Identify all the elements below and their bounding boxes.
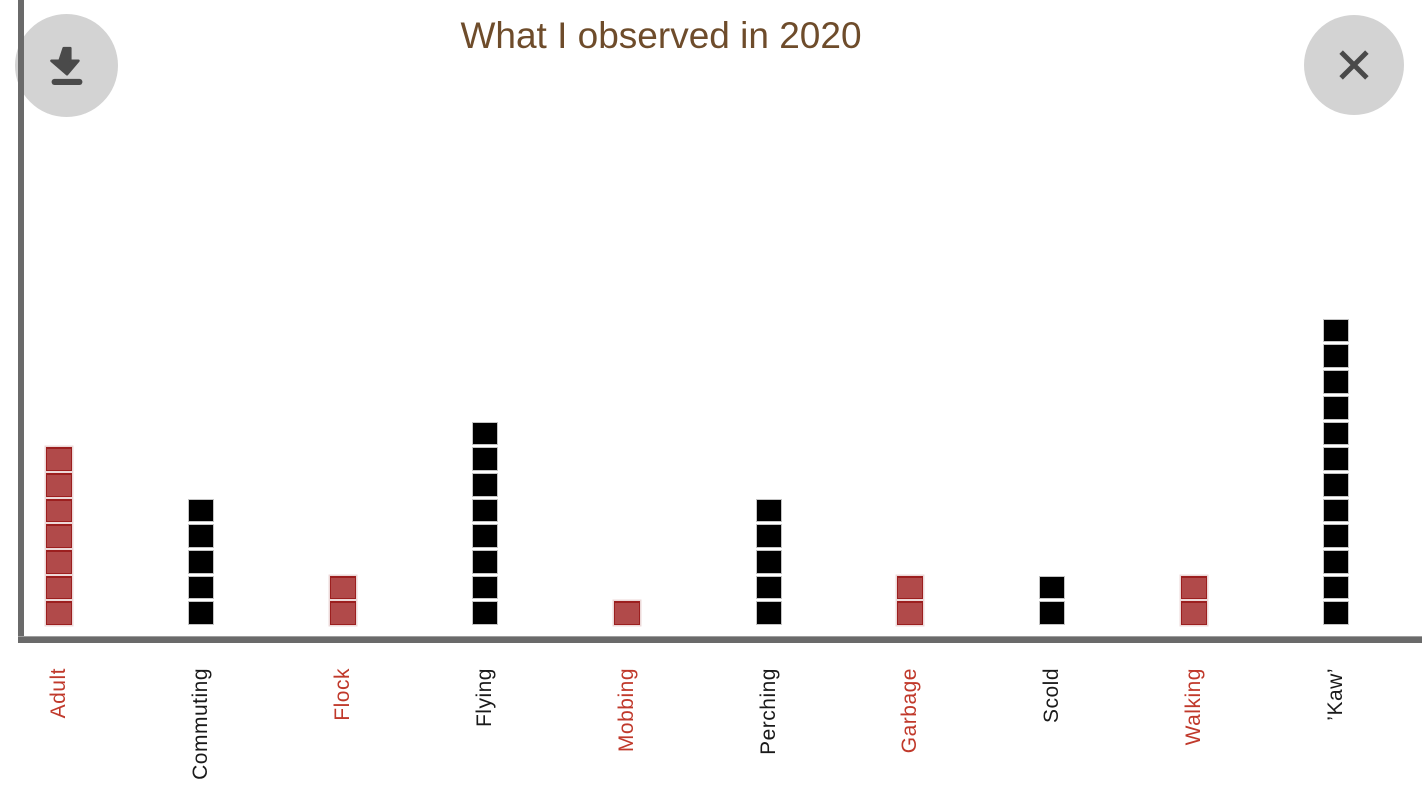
bar-scold xyxy=(1039,575,1066,625)
x-label-perching: Perching xyxy=(756,668,780,755)
unit-square xyxy=(755,549,782,574)
unit-square xyxy=(897,575,924,600)
unit-square xyxy=(1323,524,1350,548)
unit-square xyxy=(613,601,640,625)
close-icon xyxy=(1331,42,1377,88)
unit-square xyxy=(46,575,72,600)
bar-flock xyxy=(329,575,356,625)
unit-square xyxy=(1323,344,1350,369)
x-label-flying: Flying xyxy=(472,668,496,728)
unit-square xyxy=(1181,575,1208,600)
unit-square xyxy=(755,524,782,548)
unit-square xyxy=(471,601,498,625)
unit-square xyxy=(1323,498,1350,523)
unit-square xyxy=(46,498,72,523)
unit-square xyxy=(187,498,214,523)
download-icon xyxy=(42,41,92,91)
close-button[interactable] xyxy=(1304,15,1404,115)
unit-square xyxy=(1323,601,1350,625)
unit-square xyxy=(471,421,498,446)
unit-square xyxy=(471,575,498,600)
x-label-commuting: Commuting xyxy=(188,668,212,780)
unit-square xyxy=(471,447,498,471)
unit-square xyxy=(1323,395,1350,420)
bar-adult xyxy=(46,447,72,625)
unit-square xyxy=(1323,472,1350,497)
download-button[interactable] xyxy=(15,14,118,117)
bar-garbage xyxy=(897,575,924,625)
unit-square xyxy=(755,498,782,523)
bar-mobbing xyxy=(613,601,640,625)
chart-title: What I observed in 2020 xyxy=(460,15,862,56)
x-label-walking: Walking xyxy=(1182,668,1206,746)
unit-square xyxy=(187,575,214,600)
bar-flying xyxy=(471,421,498,625)
x-label-flock: Flock xyxy=(330,668,354,721)
unit-square xyxy=(329,575,356,600)
unit-square xyxy=(1323,421,1350,446)
unit-square xyxy=(897,601,924,625)
bar-walking xyxy=(1181,575,1208,625)
unit-square xyxy=(1323,549,1350,574)
bar-kaw xyxy=(1323,318,1350,625)
unit-square xyxy=(46,524,72,548)
unit-square xyxy=(46,549,72,574)
unit-square xyxy=(755,601,782,625)
unit-square xyxy=(187,524,214,548)
x-label-adult: Adult xyxy=(47,668,70,719)
unit-square xyxy=(471,549,498,574)
bar-perching xyxy=(755,498,782,625)
x-label-kaw: ’Kaw’ xyxy=(1324,668,1348,721)
x-label-scold: Scold xyxy=(1040,668,1064,724)
x-label-mobbing: Mobbing xyxy=(614,668,638,753)
unit-square xyxy=(1323,318,1350,343)
unit-square xyxy=(46,601,72,625)
unit-square xyxy=(471,472,498,497)
unit-square xyxy=(1181,601,1208,625)
y-axis-line xyxy=(18,0,24,643)
unit-square xyxy=(1039,575,1066,600)
unit-square xyxy=(1323,370,1350,394)
unit-square xyxy=(471,524,498,548)
unit-square xyxy=(1323,575,1350,600)
unit-square xyxy=(46,472,72,497)
unit-square xyxy=(1039,601,1066,625)
unit-square xyxy=(187,601,214,625)
unit-square xyxy=(755,575,782,600)
x-label-garbage: Garbage xyxy=(898,668,922,754)
unit-square xyxy=(1323,447,1350,471)
unit-square xyxy=(471,498,498,523)
unit-square xyxy=(46,447,72,471)
unit-square xyxy=(187,549,214,574)
bar-commuting xyxy=(187,498,214,625)
x-axis-line xyxy=(18,636,1422,643)
unit-square xyxy=(329,601,356,625)
